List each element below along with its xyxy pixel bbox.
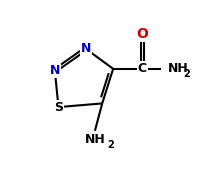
Text: N: N [50,64,60,77]
Text: C: C [138,62,147,75]
Text: S: S [54,101,63,114]
Text: NH: NH [85,133,105,146]
Text: N: N [81,42,91,55]
Text: 2: 2 [183,69,190,79]
Text: O: O [136,27,148,41]
Text: NH: NH [168,62,189,75]
Text: 2: 2 [107,140,113,150]
